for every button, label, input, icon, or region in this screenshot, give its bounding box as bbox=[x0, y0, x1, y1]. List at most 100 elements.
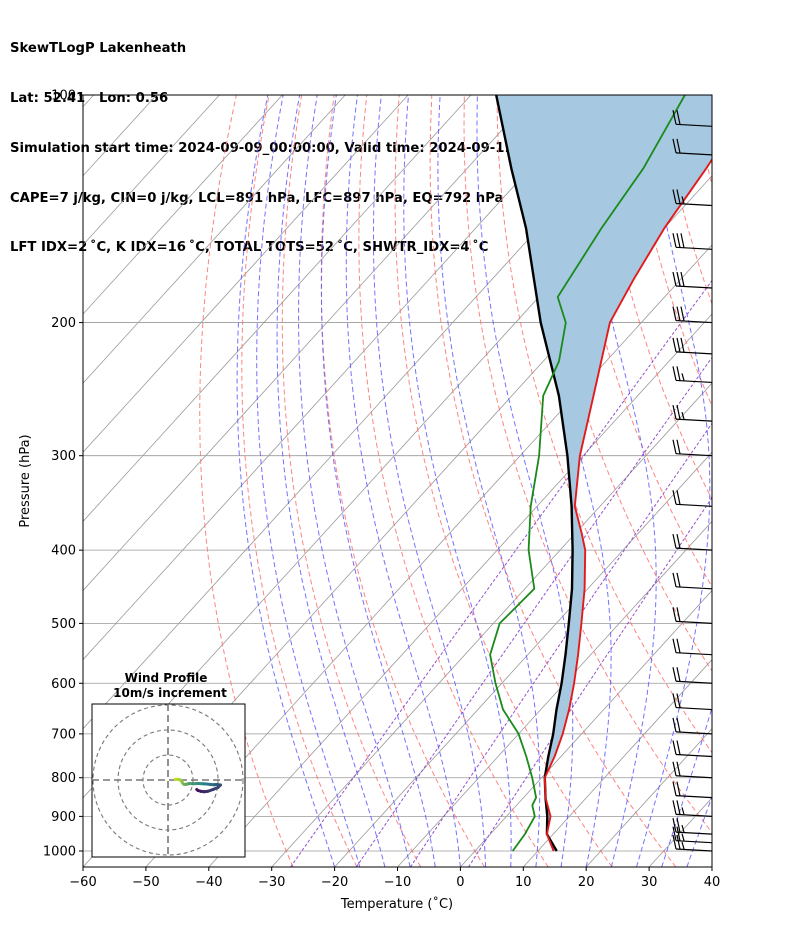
x-tick-label: 20 bbox=[578, 875, 595, 890]
barb-flag bbox=[672, 800, 677, 815]
barb-flag bbox=[676, 490, 681, 505]
dry-adiabat bbox=[594, 95, 712, 501]
barb-flag bbox=[676, 638, 681, 654]
barb-flag bbox=[676, 337, 681, 353]
moist-adiabat bbox=[686, 795, 712, 867]
barb-flag bbox=[672, 781, 677, 796]
isotherm-line bbox=[83, 95, 283, 315]
barb-flag bbox=[676, 271, 681, 287]
moist-adiabat bbox=[373, 95, 487, 867]
barb-flag bbox=[672, 110, 677, 125]
barb-half-flag bbox=[681, 841, 685, 850]
isotherm-line bbox=[397, 520, 712, 867]
barb-flag bbox=[676, 667, 681, 682]
barb-flag bbox=[672, 271, 677, 287]
barb-flag bbox=[676, 366, 681, 381]
barb-flag bbox=[672, 638, 677, 653]
barb-flag bbox=[672, 366, 677, 381]
barb-shaft bbox=[675, 620, 713, 625]
barb-flag bbox=[672, 818, 677, 833]
barb-flag bbox=[676, 404, 681, 420]
barb-flag bbox=[676, 110, 681, 125]
wind-barb bbox=[672, 834, 713, 852]
wind-barb bbox=[672, 189, 713, 207]
wind-barb bbox=[672, 693, 713, 711]
isotherm-line bbox=[334, 451, 712, 867]
barb-flag bbox=[676, 761, 681, 777]
moist-adiabat bbox=[256, 95, 361, 867]
stability-indices-line: LFT IDX=2 ˚C, K IDX=16 ˚C, TOTAL TOTS=52… bbox=[10, 240, 489, 256]
x-tick-label: 40 bbox=[704, 875, 721, 890]
barb-flag bbox=[672, 337, 677, 352]
barb-flag bbox=[672, 404, 677, 420]
barb-flag bbox=[672, 572, 677, 587]
barb-flag bbox=[676, 717, 681, 733]
isotherm-line bbox=[83, 95, 535, 592]
dry-adiabat bbox=[757, 95, 794, 867]
moist-adiabat bbox=[576, 95, 657, 867]
barb-flag bbox=[680, 233, 685, 248]
isotherm-line bbox=[83, 95, 220, 246]
wind-barbs bbox=[672, 110, 713, 852]
barb-flag bbox=[672, 439, 677, 454]
barb-half-flag bbox=[681, 833, 685, 841]
barb-shaft bbox=[675, 848, 713, 852]
moist-adiabat bbox=[276, 95, 386, 867]
barb-shaft bbox=[675, 680, 713, 684]
dry-adiabat bbox=[320, 95, 485, 867]
sounding-data bbox=[489, 95, 712, 852]
isotherm-line bbox=[585, 728, 712, 867]
barb-half-flag bbox=[681, 807, 685, 815]
barb-flag bbox=[672, 306, 677, 321]
barb-half-flag bbox=[681, 196, 685, 204]
moist-adiabat bbox=[298, 95, 411, 867]
x-tick-label: −10 bbox=[384, 875, 411, 890]
barb-shaft bbox=[675, 351, 713, 355]
dry-adiabat bbox=[463, 95, 712, 834]
y-tick-label: 300 bbox=[51, 449, 76, 464]
wind-barb bbox=[672, 138, 713, 156]
barb-flag bbox=[676, 534, 681, 549]
barb-flag bbox=[680, 306, 685, 322]
barb-flag bbox=[676, 233, 681, 248]
wind-barb bbox=[672, 490, 713, 507]
wind-barb bbox=[672, 717, 713, 735]
dry-adiabat bbox=[241, 95, 358, 867]
wind-barb bbox=[672, 781, 713, 799]
dry-adiabat bbox=[199, 95, 294, 867]
barb-flag bbox=[672, 717, 677, 733]
barb-shaft bbox=[675, 753, 713, 758]
hodograph-plot bbox=[92, 704, 245, 857]
wind-barb bbox=[672, 306, 713, 324]
barb-flag bbox=[676, 439, 681, 455]
barb-shaft bbox=[675, 547, 713, 551]
barb-flag bbox=[676, 306, 681, 321]
y-tick-label: 900 bbox=[51, 810, 76, 825]
chart-title: SkewTLogP Lakenheath bbox=[10, 41, 187, 57]
x-tick-label: −30 bbox=[258, 875, 285, 890]
barb-shaft bbox=[675, 285, 713, 289]
barb-flag bbox=[672, 740, 677, 755]
barb-shaft bbox=[675, 840, 713, 844]
barb-flag bbox=[680, 271, 685, 287]
wind-barb bbox=[672, 818, 713, 835]
barb-flag bbox=[676, 740, 681, 755]
isotherm-line bbox=[523, 659, 712, 867]
barb-shaft bbox=[675, 503, 713, 507]
y-tick-label: 600 bbox=[51, 677, 76, 692]
x-tick-label: 30 bbox=[641, 875, 658, 890]
dry-adiabat bbox=[561, 95, 712, 588]
barb-shaft bbox=[675, 775, 713, 779]
mixing-ratio-line bbox=[468, 496, 712, 867]
moist-adiabat bbox=[321, 95, 436, 867]
wind-barb bbox=[672, 404, 713, 422]
barb-shaft bbox=[675, 418, 713, 422]
wind-barb bbox=[672, 607, 713, 625]
y-axis-label: Pressure (hPa) bbox=[18, 434, 33, 527]
wind-barb bbox=[672, 572, 713, 590]
barb-flag bbox=[676, 693, 681, 708]
barb-shaft bbox=[675, 453, 713, 457]
dry-adiabat bbox=[281, 95, 422, 867]
wind-barb bbox=[672, 534, 713, 551]
